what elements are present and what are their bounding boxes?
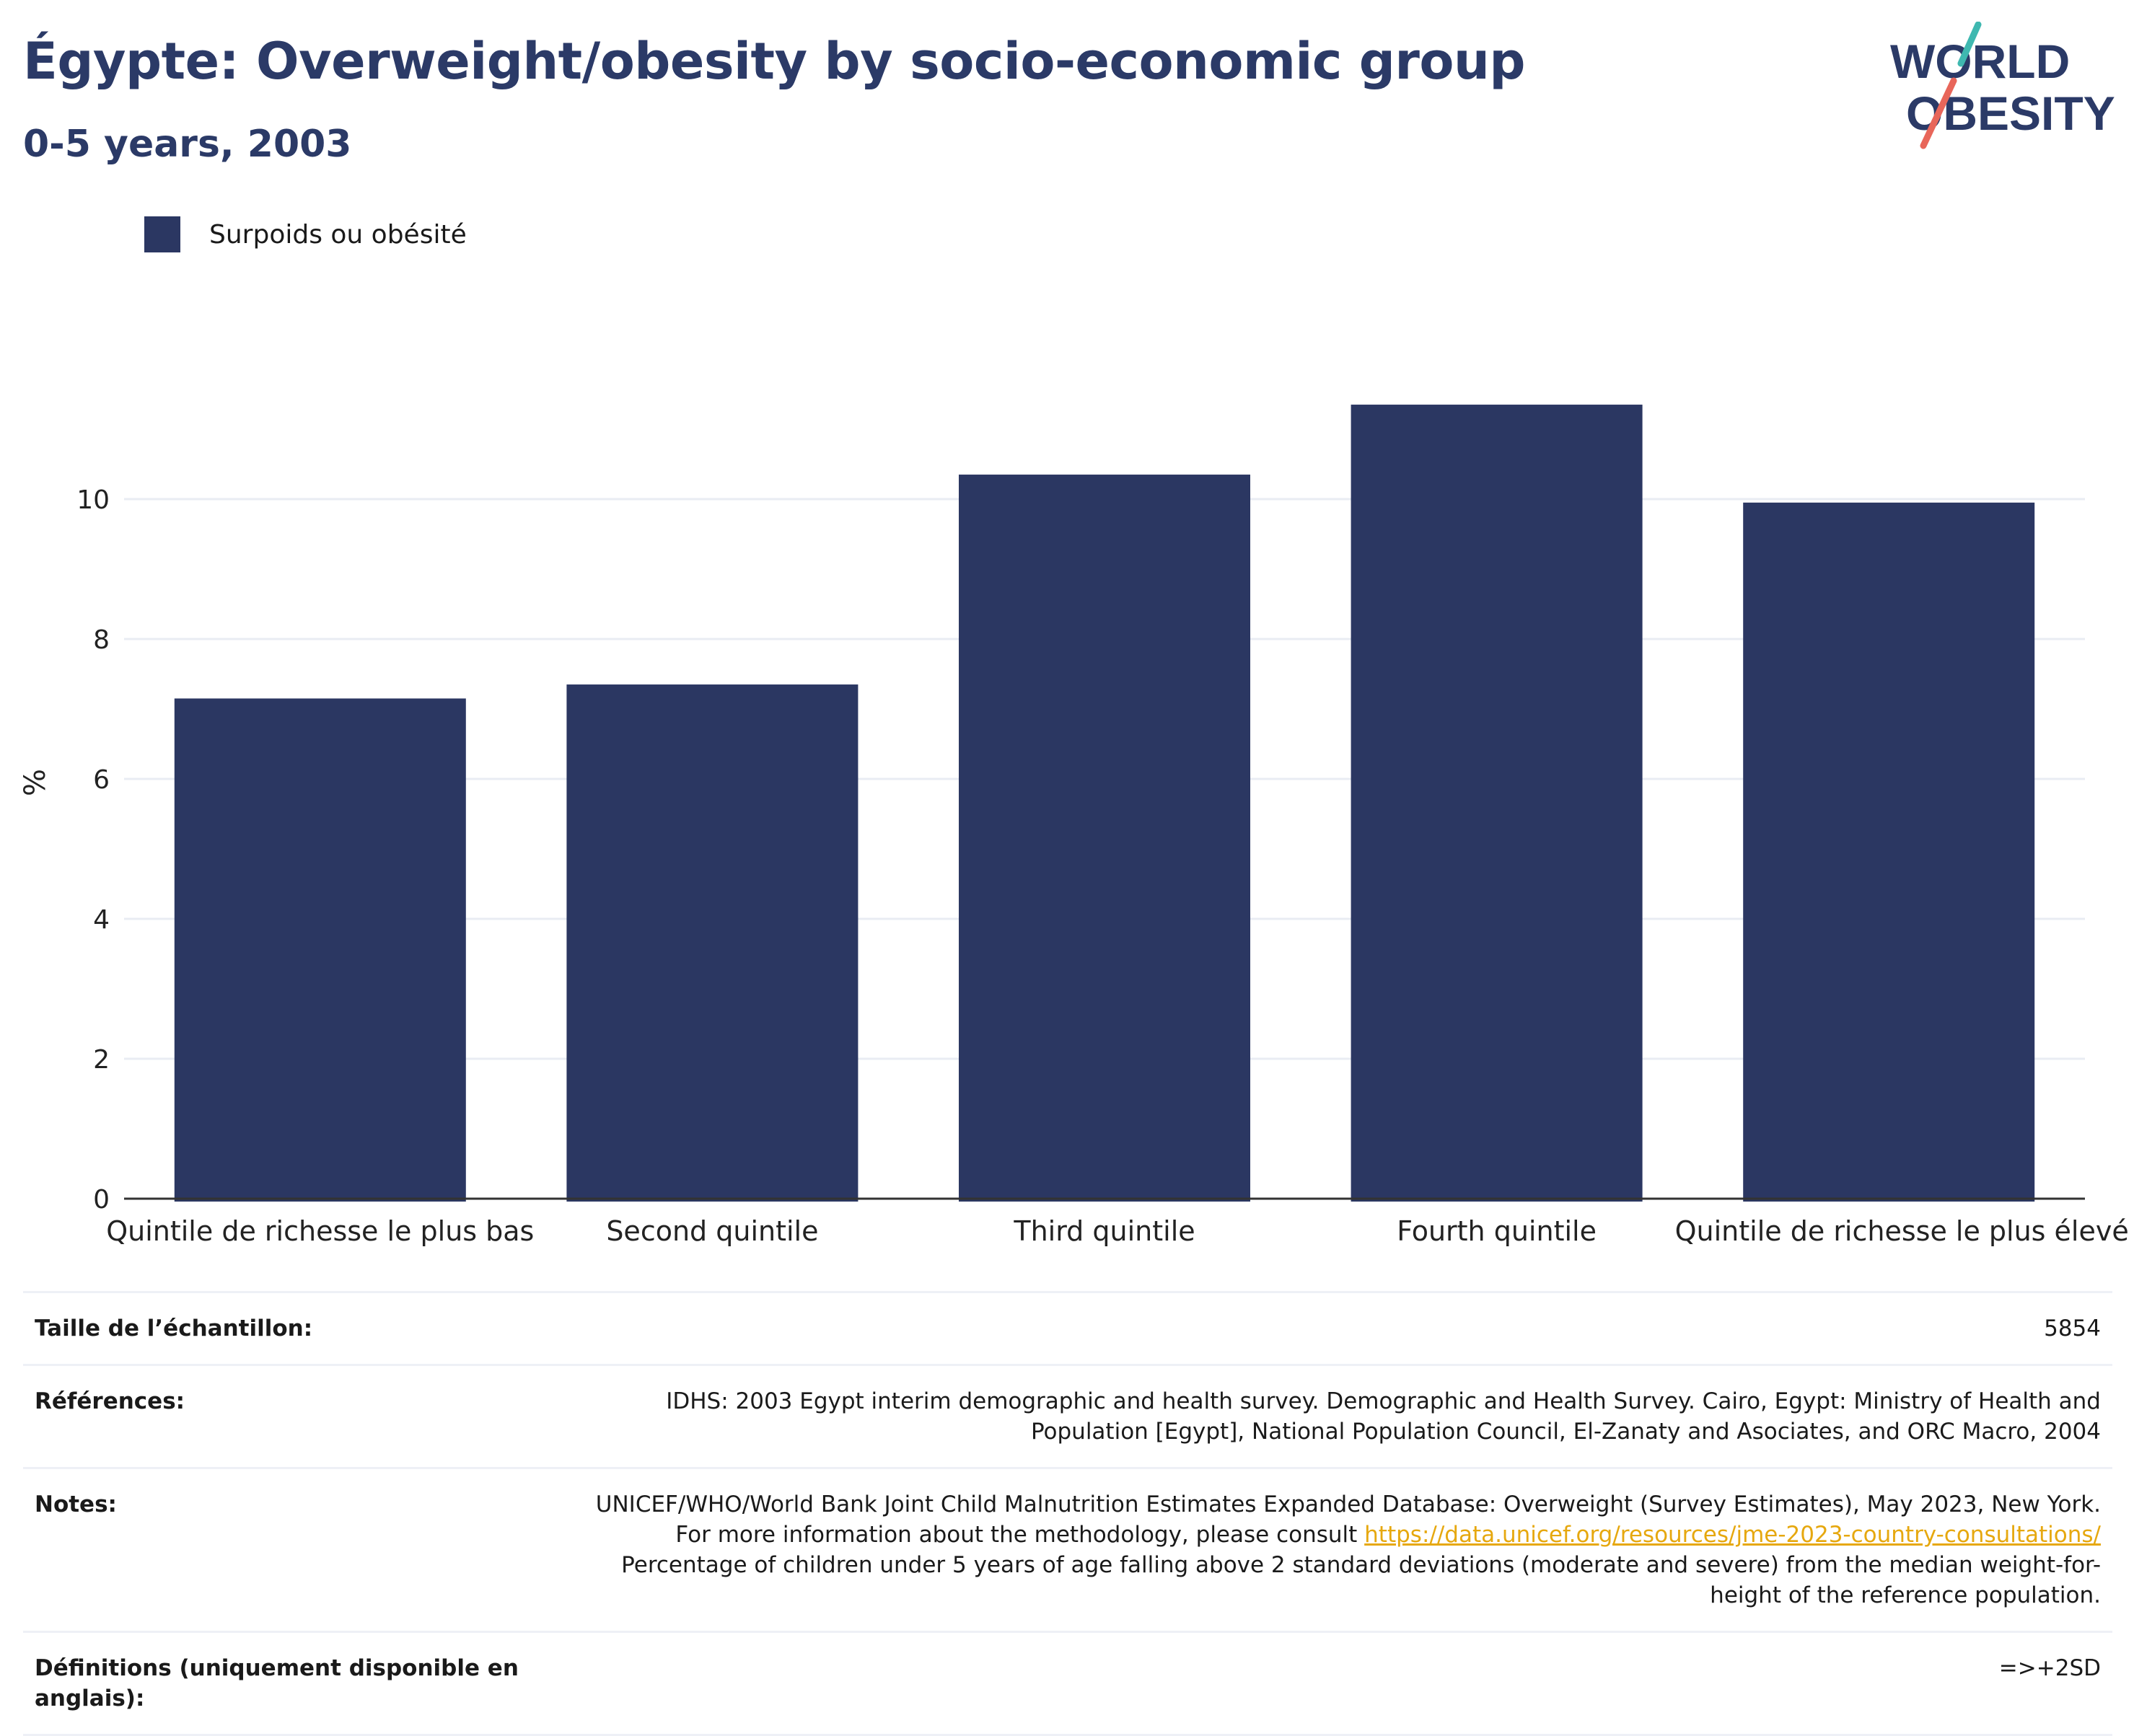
y-tick-label: 2 xyxy=(93,1045,110,1075)
y-tick-label: 8 xyxy=(93,625,110,655)
bar xyxy=(174,698,466,1202)
x-tick-label: Quintile de richesse le plus élevé xyxy=(1675,1215,2129,1247)
x-tick-label: Third quintile xyxy=(1013,1215,1195,1247)
y-tick-label: 6 xyxy=(93,765,110,795)
definitions-row: Définitions (uniquement disponible en an… xyxy=(23,1631,2112,1736)
bar xyxy=(566,684,859,1202)
references-label: Références: xyxy=(35,1388,185,1414)
notes-row: Notes: UNICEF/WHO/World Bank Joint Child… xyxy=(23,1467,2112,1631)
references-row: Références: IDHS: 2003 Egypt interim dem… xyxy=(23,1364,2112,1467)
legend-label: Surpoids ou obésité xyxy=(209,219,467,250)
notes-label: Notes: xyxy=(35,1492,117,1517)
y-tick-label: 4 xyxy=(93,905,110,935)
bar xyxy=(1351,405,1643,1202)
x-tick-label: Fourth quintile xyxy=(1397,1215,1597,1247)
notes-text-2: Percentage of children under 5 years of … xyxy=(621,1552,2101,1608)
notes-link[interactable]: https://data.unicef.org/resources/jme-20… xyxy=(1364,1522,2101,1548)
sample-size-label: Taille de l’échantillon: xyxy=(35,1316,313,1341)
x-tick-label: Quintile de richesse le plus bas xyxy=(106,1215,534,1247)
legend: Surpoids ou obésité xyxy=(144,216,467,252)
world-obesity-logo: WORLD OBESITY xyxy=(1890,22,2115,149)
legend-swatch xyxy=(144,216,180,252)
y-axis-title: % xyxy=(19,769,52,796)
y-tick-label: 10 xyxy=(76,485,110,515)
bar xyxy=(959,475,1250,1202)
bar-chart: 0 2 4 6 8 10% Quintile de richesse le plus bas… xyxy=(19,405,2129,1247)
y-tick-label: 0 xyxy=(93,1185,110,1215)
sample-size-row: Taille de l’échantillon: 5854 xyxy=(23,1291,2112,1364)
notes-text-1: UNICEF/WHO/World Bank Joint Child Malnut… xyxy=(595,1492,2101,1548)
references-value: IDHS: 2003 Egypt interim demographic and… xyxy=(666,1388,2101,1445)
bar xyxy=(1743,502,2035,1202)
logo-line1: WORLD xyxy=(1890,35,2070,88)
notes-value: UNICEF/WHO/World Bank Joint Child Malnut… xyxy=(586,1489,2101,1611)
sample-size-value: 5854 xyxy=(2044,1316,2101,1341)
chart-subtitle: 0-5 years, 2003 xyxy=(23,123,352,166)
definitions-label: Définitions (uniquement disponible en an… xyxy=(35,1655,519,1711)
metadata-table: Taille de l’échantillon: 5854 Références… xyxy=(23,1291,2112,1736)
x-tick-label: Second quintile xyxy=(606,1215,818,1247)
chart-title: Égypte: Overweight/obesity by socio-econ… xyxy=(23,32,1525,91)
definitions-value: =>+2SD xyxy=(1998,1655,2101,1681)
